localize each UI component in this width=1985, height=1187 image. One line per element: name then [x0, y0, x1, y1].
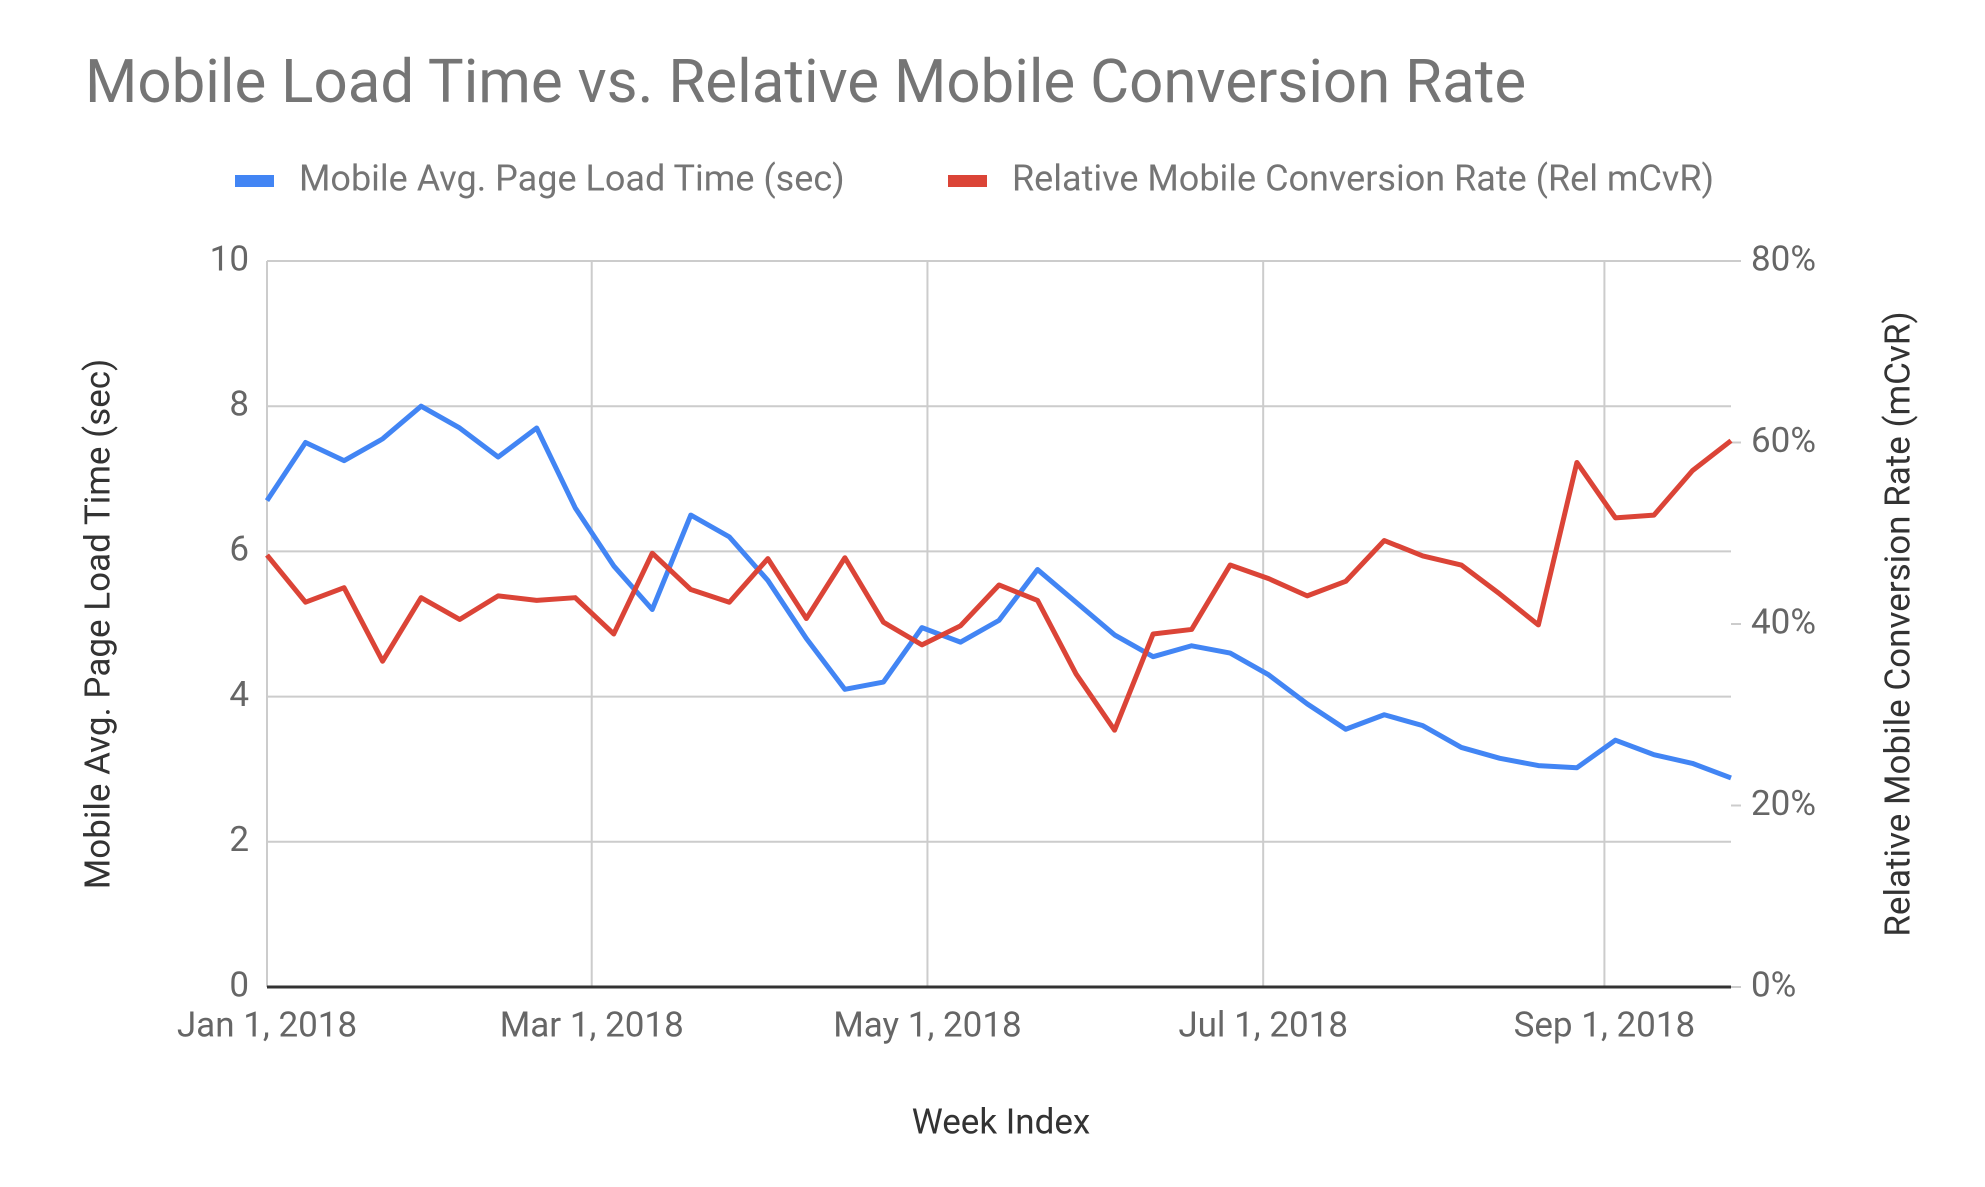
x-tick-label: Jan 1, 2018 — [177, 1004, 357, 1045]
y-tick-label: 6 — [229, 529, 249, 570]
y-tick-label: 2 — [229, 819, 249, 860]
x-axis-label: Week Index — [912, 1101, 1091, 1142]
y2-tick-label: 40% — [1751, 601, 1816, 642]
x-tick-label: Jul 1, 2018 — [1178, 1004, 1348, 1045]
y2-tick-label: 20% — [1751, 783, 1816, 824]
y2-tick-label: 0% — [1751, 964, 1796, 1005]
y-tick-label: 4 — [229, 674, 249, 715]
legend-swatch — [948, 175, 987, 187]
chart-title: Mobile Load Time vs. Relative Mobile Con… — [85, 46, 1526, 117]
y-tick-label: 0 — [229, 964, 249, 1005]
x-tick-label: Mar 1, 2018 — [500, 1004, 684, 1045]
y-tick-label: 10 — [210, 238, 249, 279]
legend-label: Relative Mobile Conversion Rate (Rel mCv… — [1012, 158, 1714, 200]
series-line — [265, 438, 1733, 733]
y2-tick-label: 60% — [1751, 420, 1816, 461]
y-tick-label: 8 — [229, 383, 249, 424]
y-axis-label: Mobile Avg. Page Load Time (sec) — [77, 359, 118, 890]
x-tick-label: Sep 1, 2018 — [1514, 1004, 1696, 1045]
legend-label: Mobile Avg. Page Load Time (sec) — [299, 158, 845, 200]
y2-axis-label: Relative Mobile Conversion Rate (mCvR) — [1877, 311, 1918, 936]
y2-tick-label: 80% — [1751, 238, 1816, 279]
legend-swatch — [235, 175, 274, 187]
x-tick-label: May 1, 2018 — [833, 1004, 1022, 1045]
series-line — [264, 403, 1732, 781]
